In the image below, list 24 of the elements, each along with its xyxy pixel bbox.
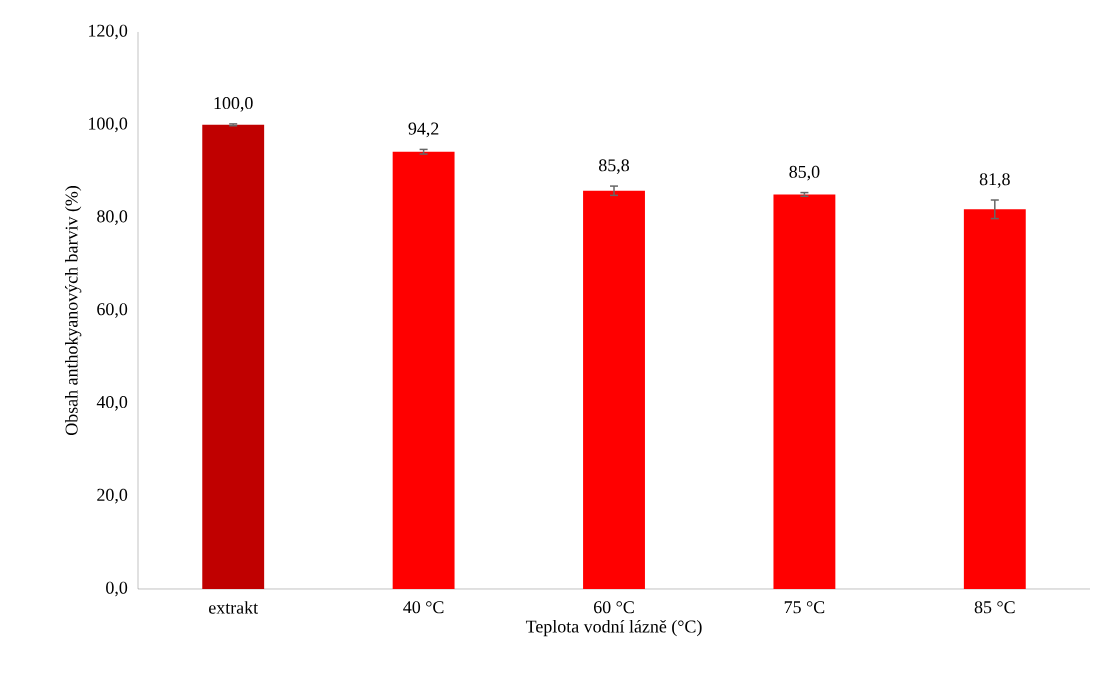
y-tick-label: 40,0 [96,395,128,411]
data-label: 85,8 [599,159,630,174]
x-tick-label: 40 °C [403,601,444,614]
bar [202,124,265,589]
bar [773,194,836,589]
data-label: 94,2 [408,122,439,138]
y-axis-title: Obsah anthokyanových barviv (%) [64,186,82,435]
y-tick-label: 80,0 [97,210,128,225]
x-tick-label: extrakt [209,601,258,614]
x-axis-title: Teplota vodní lázně (°C) [525,619,702,637]
y-tick-label: 100,0 [89,117,128,133]
y-tick-label: 20,0 [97,488,128,504]
bar [392,151,455,589]
y-tick-label: 60,0 [97,303,128,318]
bar [583,190,645,589]
data-label: 81,8 [979,173,1010,188]
y-tick-label: 120,0 [89,24,128,40]
y-tick-label: 0,0 [106,581,128,597]
x-tick-label: 60 °C [594,601,634,614]
x-tick-label: 75 °C [784,601,825,614]
x-tick-label: 85 °C [974,601,1015,614]
data-label: 100,0 [214,97,253,112]
data-label: 85,0 [789,165,820,181]
bar [963,209,1026,589]
